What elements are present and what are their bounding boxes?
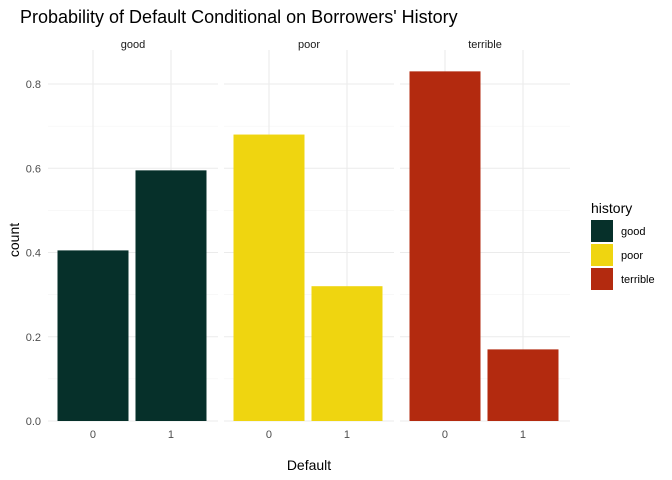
chart-title: Probability of Default Conditional on Bo… [20,7,458,27]
x-tick-label: 0 [442,429,448,441]
x-tick-label: 1 [168,429,174,441]
bars [57,71,559,422]
bar-terrible-0 [409,71,481,422]
legend-label-poor: poor [621,250,643,262]
bar-good-0 [57,250,129,421]
bar-poor-0 [233,134,305,422]
y-tick-label: 0.4 [26,248,41,260]
legend-label-good: good [621,226,645,238]
x-tick-label: 0 [266,429,272,441]
y-tick-label: 0.0 [26,416,41,428]
legend-swatch-good [591,220,613,242]
legend-title: history [591,200,632,216]
legend: history good poor terrible [591,200,655,290]
bar-good-1 [135,170,207,421]
y-tick-label: 0.6 [26,163,41,175]
x-tick-label: 1 [344,429,350,441]
x-axis-title: Default [287,457,331,473]
bar-terrible-1 [487,349,559,421]
y-tick-label: 0.2 [26,332,41,344]
legend-swatch-poor [591,244,613,266]
x-tick-label: 1 [520,429,526,441]
x-tick-label: 0 [90,429,96,441]
facet-strip-label: good [121,39,145,51]
bar-poor-1 [311,286,383,421]
axis-labels: good 0 1 poor 0 1 terrible 0 1 0.0 0.2 0.4 0.6 0.8 [26,39,526,441]
legend-swatch-terrible [591,268,613,290]
facet-strip-label: poor [298,39,320,51]
facet-strip-label: terrible [468,39,502,51]
y-axis-title: count [6,223,22,257]
y-tick-label: 0.8 [26,79,41,91]
legend-label-terrible: terrible [621,274,655,286]
